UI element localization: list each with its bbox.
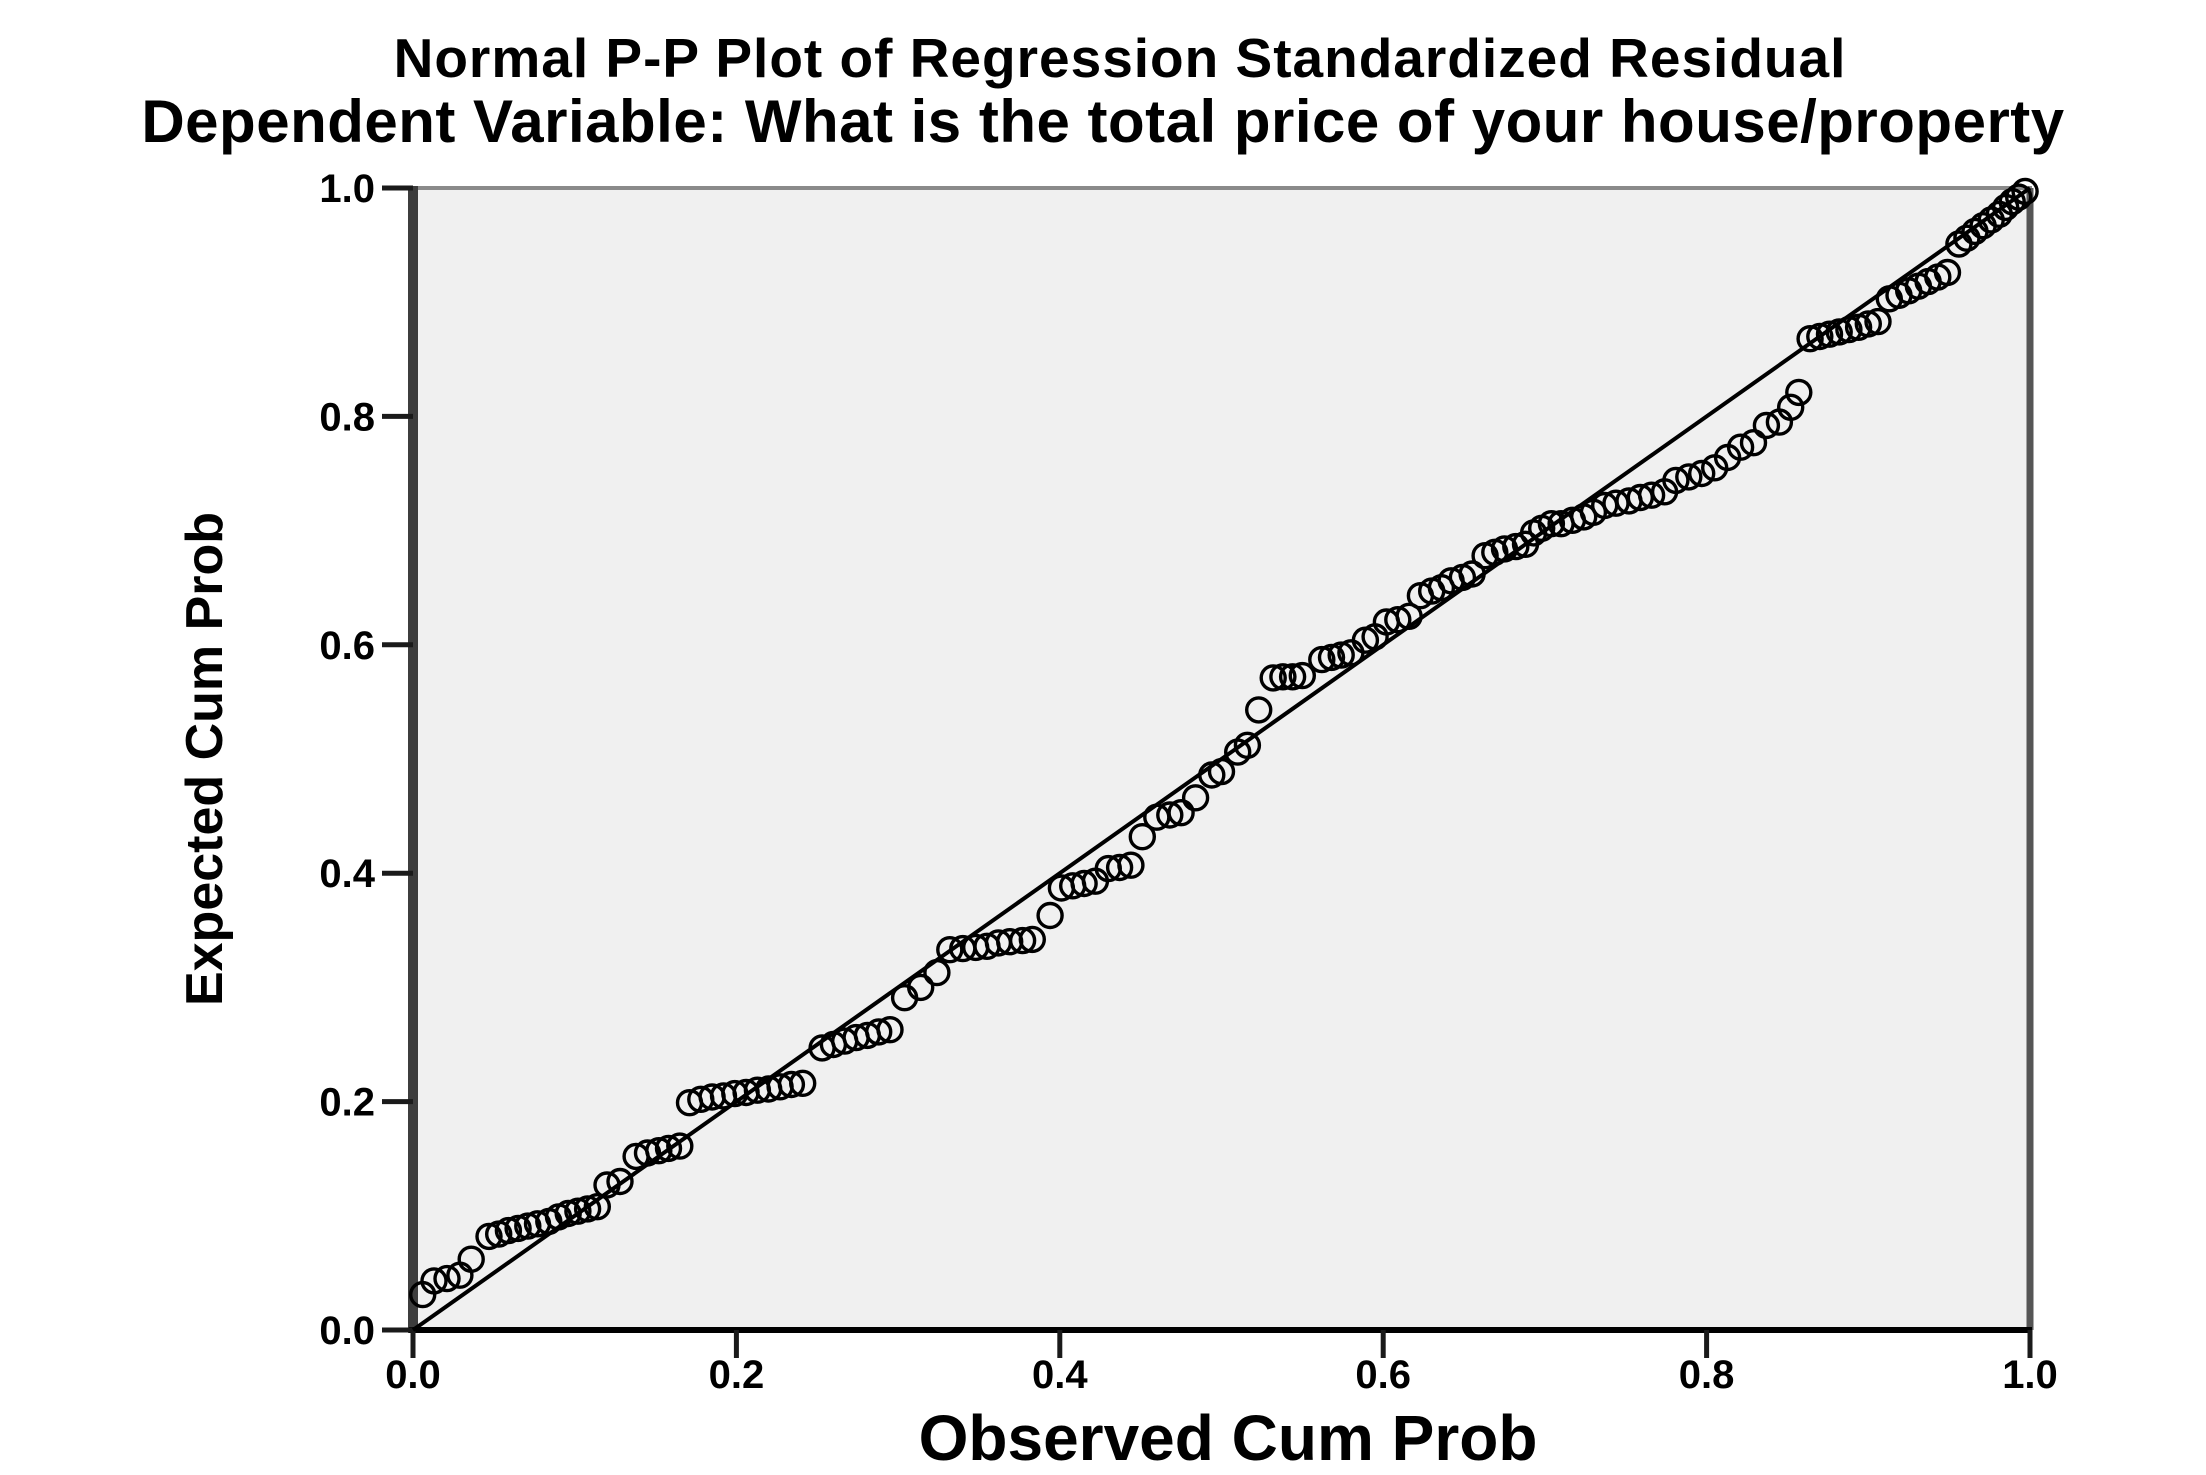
data-point [1854, 310, 1883, 338]
data-point [1502, 532, 1530, 561]
data-point [1288, 661, 1317, 690]
data-point [593, 1171, 621, 1199]
y-tick-label: 1.0 [319, 167, 375, 211]
x-tick-label: 0.2 [709, 1353, 765, 1397]
data-point [1537, 510, 1566, 538]
data-point [2004, 183, 2033, 211]
data-point [1395, 602, 1423, 630]
data-point [1269, 663, 1297, 691]
data-point [573, 1195, 602, 1223]
x-axis-ticks: 0.0 0.2 0.4 0.6 0.8 1.0 [385, 1330, 2058, 1397]
data-point [433, 1264, 461, 1293]
y-tick-label: 0.6 [319, 624, 375, 668]
data-point [1105, 853, 1134, 882]
data-point [1244, 696, 1273, 724]
data-point [1036, 901, 1064, 930]
data-point [1752, 411, 1781, 440]
data-point [1637, 481, 1666, 509]
data-point [1259, 664, 1287, 692]
y-tick-label: 0.8 [319, 395, 375, 439]
data-point [1687, 459, 1716, 488]
data-point [1933, 258, 1962, 287]
data-point [666, 1132, 694, 1160]
data-point [564, 1197, 592, 1225]
data-point [907, 973, 935, 1002]
data-point [1458, 560, 1486, 588]
data-point [1207, 757, 1236, 786]
data-point [1490, 535, 1519, 563]
data-point [1675, 463, 1703, 491]
y-tick-label: 0.4 [319, 852, 375, 896]
data-point [1796, 325, 1824, 353]
data-point [1776, 393, 1805, 421]
data-point [876, 1015, 904, 1044]
x-tick-label: 1.0 [2002, 1353, 2058, 1397]
data-point [1128, 823, 1157, 851]
data-point [504, 1214, 532, 1243]
data-point [494, 1216, 523, 1245]
data-point [1864, 307, 1892, 336]
data-point [514, 1212, 542, 1240]
data-point [1739, 429, 1768, 457]
data-point [1815, 320, 1844, 348]
data-point [1327, 641, 1355, 669]
data-point [1317, 643, 1346, 672]
data-point [1233, 731, 1262, 759]
data-point [1156, 801, 1184, 829]
x-tick-label: 0.4 [1032, 1353, 1088, 1397]
data-point [583, 1192, 611, 1221]
x-axis-title: Observed Cum Prob [919, 1402, 1538, 1474]
data-point [777, 1070, 806, 1099]
data-point [923, 958, 951, 987]
data-point [1785, 378, 1813, 407]
data-point [1008, 926, 1037, 955]
data-point [936, 936, 964, 964]
x-tick-label: 0.6 [1355, 1353, 1411, 1397]
x-tick-label: 0.0 [385, 1353, 441, 1397]
data-point [1167, 799, 1195, 827]
y-axis-ticks: 0.0 0.2 0.4 0.6 0.8 1.0 [319, 167, 413, 1353]
data-point [1308, 645, 1336, 674]
data-point [457, 1245, 485, 1273]
data-point [1070, 869, 1098, 898]
data-point [1278, 663, 1307, 691]
data-point [1806, 322, 1834, 351]
data-point [606, 1167, 634, 1196]
data-point [654, 1134, 683, 1163]
data-point [1117, 851, 1145, 879]
y-tick-label: 0.2 [319, 1081, 375, 1125]
data-point [1726, 433, 1755, 461]
data-point [633, 1139, 662, 1167]
data-point [645, 1136, 673, 1165]
data-point [865, 1018, 893, 1046]
x-tick-label: 0.8 [1679, 1353, 1735, 1397]
data-point [420, 1267, 448, 1295]
data-point [789, 1069, 817, 1098]
data-point [1835, 315, 1863, 344]
data-point [554, 1199, 582, 1228]
chart-subtitle: Dependent Variable: What is the total pr… [141, 88, 2064, 155]
data-point [1181, 784, 1210, 812]
data-point [1825, 318, 1853, 346]
chart-title: Normal P-P Plot of Regression Standardiz… [394, 27, 1847, 89]
data-point [1018, 925, 1047, 954]
data-point [475, 1222, 503, 1251]
data-point [1662, 466, 1690, 495]
y-tick-label: 0.0 [319, 1309, 375, 1353]
data-point [1384, 606, 1412, 634]
y-axis-title: Expected Cum Prob [176, 512, 234, 1006]
scatter-points [409, 177, 2039, 1309]
data-point [2011, 177, 2039, 206]
